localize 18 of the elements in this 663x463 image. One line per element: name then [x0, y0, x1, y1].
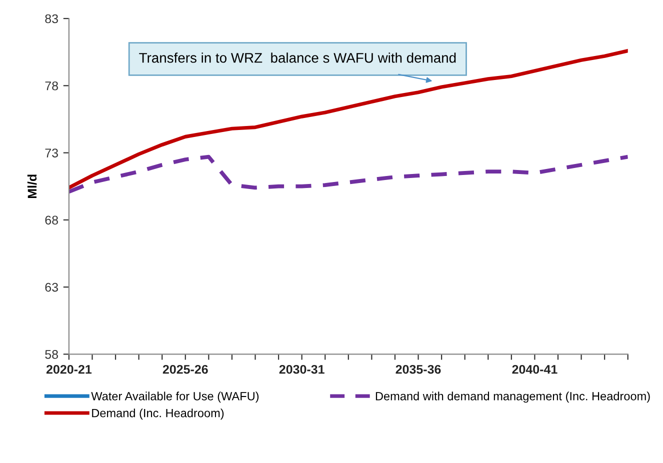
- y-axis-title: Ml/d: [27, 174, 37, 198]
- x-tick-label: 2035-36: [396, 364, 441, 374]
- y-tick-label: 58: [45, 350, 58, 359]
- x-tick-label: 2020-21: [46, 364, 92, 374]
- annotation: Transfers in to WRZ balance s WAFU with demand: [139, 52, 456, 63]
- y-tick-label: 68: [45, 216, 58, 225]
- legend-label: Demand (Inc. Headroom): [92, 408, 224, 420]
- legend-label: Water Available for Use (WAFU): [91, 392, 259, 403]
- y-tick-label: 73: [45, 148, 58, 158]
- legend-label: Demand with demand management (Inc. Headroom): [376, 392, 650, 403]
- x-tick-label: 2030-31: [279, 364, 324, 374]
- line-series: [68, 48, 628, 190]
- x-tick-label: 2025-26: [162, 364, 208, 374]
- y-tick-label: 83: [45, 14, 58, 24]
- x-tick-label: 2040-41: [512, 364, 558, 374]
- y-tick-label: 63: [45, 282, 58, 292]
- y-tick-label: 78: [45, 81, 58, 90]
- line-series: [68, 154, 628, 194]
